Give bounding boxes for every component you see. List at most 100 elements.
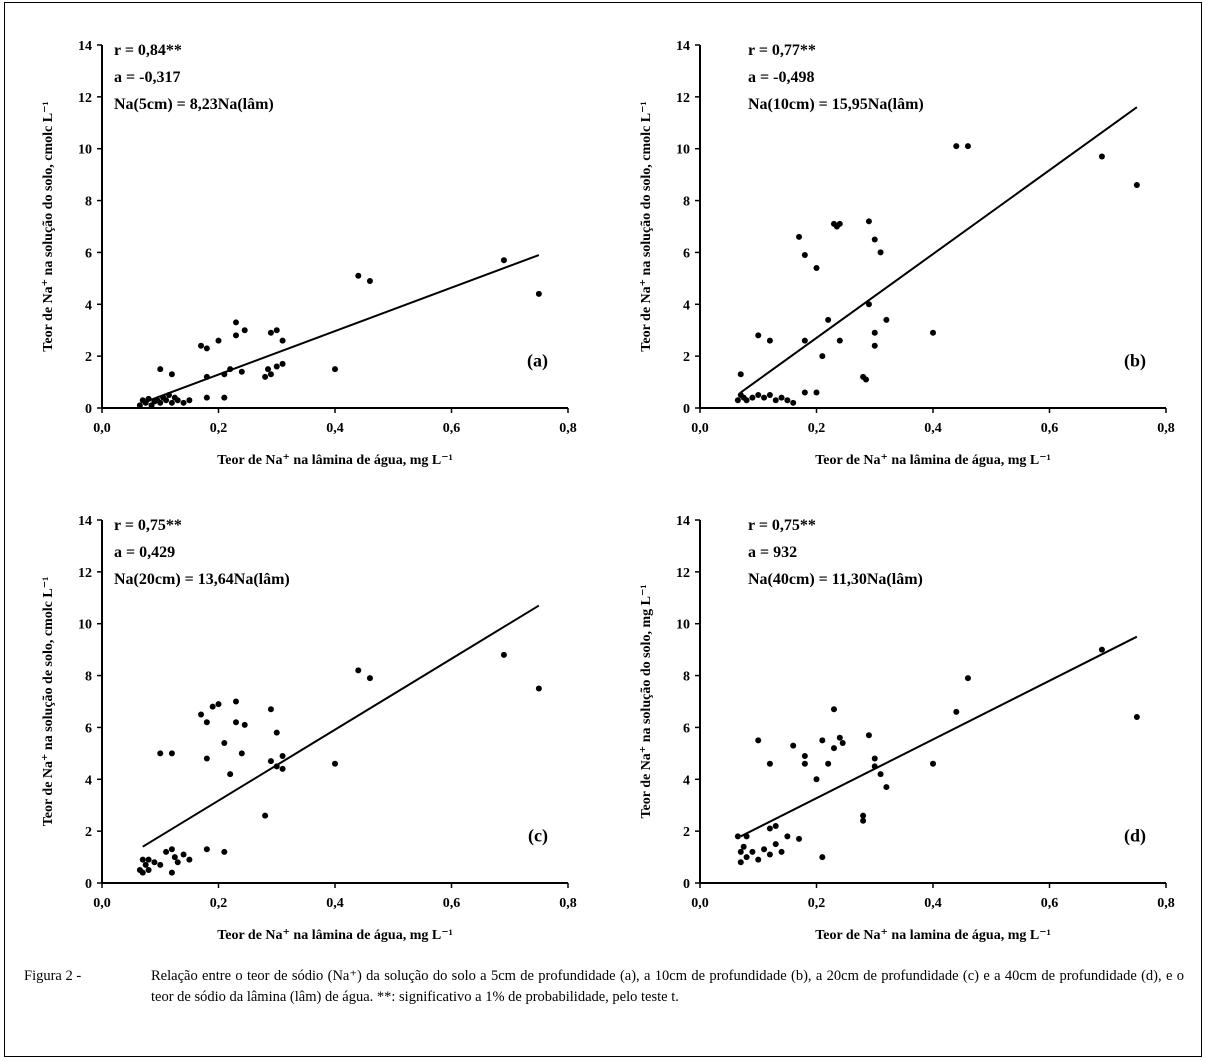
- data-point: [171, 854, 178, 861]
- data-point: [267, 371, 274, 378]
- data-point: [749, 848, 756, 855]
- x-tick-label: 0,6: [443, 896, 461, 911]
- x-tick-label: 0,0: [93, 421, 111, 436]
- data-point: [215, 337, 222, 344]
- y-tick-label: 6: [683, 246, 690, 261]
- data-point: [209, 703, 216, 710]
- x-tick-label: 0,2: [210, 896, 228, 911]
- data-point: [273, 763, 280, 770]
- data-point: [865, 732, 872, 739]
- data-point: [203, 719, 210, 726]
- data-point: [145, 867, 152, 874]
- regression-line: [142, 254, 540, 404]
- data-point: [953, 708, 960, 715]
- caption-prefix: Figura 2 -: [24, 968, 82, 984]
- data-point: [500, 257, 507, 264]
- data-point: [186, 856, 193, 863]
- data-point: [930, 760, 936, 767]
- y-axis-label: Teor de Na⁺ na solução do solo, cmolc L⁻…: [41, 101, 56, 351]
- data-point: [839, 739, 846, 746]
- data-point: [227, 771, 234, 778]
- data-point: [801, 389, 808, 396]
- data-point: [165, 392, 172, 399]
- data-point: [766, 392, 773, 399]
- x-tick-label: 0,6: [443, 421, 461, 436]
- stats-line: a = -0,317: [114, 69, 180, 86]
- y-tick-label: 2: [683, 350, 690, 365]
- panel-label: (b): [1124, 351, 1146, 372]
- x-tick-label: 0,8: [559, 896, 577, 911]
- data-point: [830, 745, 837, 752]
- y-tick-label: 12: [78, 566, 92, 581]
- data-point: [755, 856, 762, 863]
- data-point: [232, 698, 239, 705]
- y-tick-label: 4: [85, 298, 92, 313]
- data-point: [1133, 182, 1140, 189]
- data-point: [801, 252, 808, 259]
- data-point: [743, 854, 750, 861]
- panel-label: (c): [528, 826, 548, 847]
- data-point: [180, 399, 187, 406]
- data-point: [761, 846, 768, 853]
- data-point: [825, 760, 832, 767]
- data-point: [136, 402, 143, 409]
- x-axis-label: Teor de Na⁺ na lâmina de água, mg L⁻¹: [815, 453, 1051, 468]
- data-point: [238, 750, 245, 757]
- data-point: [871, 342, 878, 349]
- chart-panel-b: 0 2 4 6 8 10 12 14 0,0 0,2 0,4 0,6 0,8 Teor de Na⁺ na…: [639, 39, 1175, 468]
- data-point: [766, 760, 773, 767]
- y-tick-label: 14: [676, 514, 690, 529]
- data-point: [871, 329, 878, 336]
- data-point: [749, 394, 756, 401]
- y-tick-label: 6: [683, 721, 690, 736]
- data-point: [801, 760, 808, 767]
- figure-caption: Figura 2 - Relação entre o teor de sódio…: [24, 966, 1184, 1008]
- data-point: [163, 397, 170, 404]
- y-axis-label: Teor de Na⁺ na solução de solo, cmolc L⁻…: [41, 577, 56, 827]
- panel-label: (d): [1124, 826, 1146, 847]
- panel-label: (a): [527, 351, 548, 372]
- data-point: [262, 812, 269, 819]
- x-tick-label: 0,0: [691, 896, 709, 911]
- stats-line: r = 0,75**: [114, 517, 182, 534]
- data-point: [279, 752, 286, 759]
- x-axis-label: Teor de Na⁺ na lâmina de água, mg L⁻¹: [217, 453, 453, 468]
- data-point: [366, 675, 373, 682]
- data-point: [766, 851, 773, 858]
- data-point: [743, 833, 750, 840]
- data-point: [772, 397, 779, 404]
- data-point: [267, 758, 274, 765]
- data-point: [232, 719, 239, 726]
- data-point: [203, 846, 210, 853]
- data-point: [174, 859, 181, 866]
- y-tick-label: 10: [676, 618, 690, 633]
- data-point: [1133, 714, 1140, 721]
- y-axis-label: Teor de Na⁺ na solução do solo, cmolc L⁻…: [639, 101, 654, 351]
- data-point: [163, 848, 170, 855]
- data-point: [784, 833, 791, 840]
- stats-line: r = 0,75**: [748, 517, 816, 534]
- data-point: [801, 337, 808, 344]
- data-point: [871, 236, 878, 243]
- data-point: [221, 739, 228, 746]
- chart-panel-d: 0 2 4 6 8 10 12 14 0,0 0,2 0,4 0,6 0,8 Teor de Na⁺ na…: [639, 514, 1175, 943]
- data-point: [168, 869, 175, 876]
- data-point: [232, 319, 239, 326]
- data-point: [355, 667, 362, 674]
- data-point: [366, 277, 373, 284]
- data-point: [740, 843, 747, 850]
- stats-line: r = 0,84**: [114, 42, 182, 59]
- data-point: [755, 392, 762, 399]
- y-tick-label: 2: [85, 350, 92, 365]
- data-point: [279, 765, 286, 772]
- data-point: [198, 711, 205, 718]
- x-tick-label: 0,8: [1157, 421, 1175, 436]
- data-point: [273, 327, 280, 334]
- data-point: [877, 771, 884, 778]
- stats-line: a = 0,429: [114, 544, 175, 561]
- y-tick-label: 10: [78, 143, 92, 158]
- data-point: [734, 397, 741, 404]
- data-point: [145, 395, 152, 402]
- y-tick-label: 10: [676, 143, 690, 158]
- data-point: [801, 752, 808, 759]
